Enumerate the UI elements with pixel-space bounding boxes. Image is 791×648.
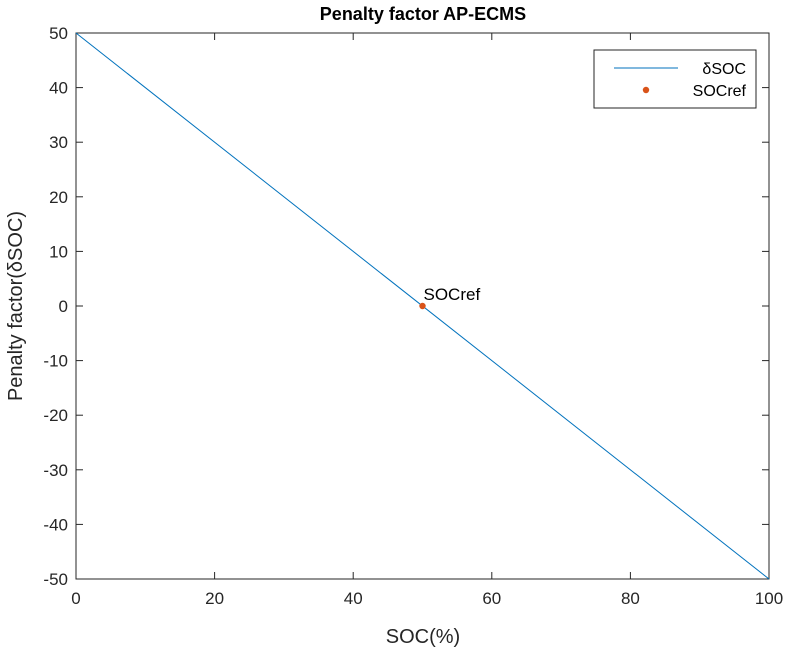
y-tick-label: -30 xyxy=(43,461,68,480)
y-tick-label: 40 xyxy=(49,79,68,98)
legend: δSOC SOCref xyxy=(593,49,757,109)
x-axis-ticks: 0 20 40 60 80 100 xyxy=(71,33,783,608)
y-tick-label: -50 xyxy=(43,570,68,589)
x-tick-label: 100 xyxy=(755,589,783,608)
annotation-layer: SOCref xyxy=(424,285,481,304)
y-tick-label: 20 xyxy=(49,188,68,207)
annotation-socref: SOCref xyxy=(424,285,481,304)
x-axis-label: SOC(%) xyxy=(386,626,460,648)
x-tick-label: 80 xyxy=(621,589,640,608)
legend-box xyxy=(593,49,757,109)
y-axis-label: Penalty factor(δSOC) xyxy=(5,211,27,401)
y-axis-ticks: -50 -40 -30 -20 -10 0 10 20 30 40 50 xyxy=(43,24,769,589)
series-layer xyxy=(75,32,770,580)
y-tick-label: 30 xyxy=(49,133,68,152)
x-tick-label: 20 xyxy=(205,589,224,608)
legend-label: δSOC xyxy=(702,61,746,78)
chart-title: Penalty factor AP-ECMS xyxy=(320,4,526,24)
y-tick-label: 10 xyxy=(49,242,68,261)
x-tick-label: 40 xyxy=(344,589,363,608)
legend-point-marker xyxy=(642,86,650,94)
legend-label: SOCref xyxy=(693,83,747,100)
y-tick-label: 50 xyxy=(49,24,68,43)
data-point-socref xyxy=(419,302,426,310)
y-tick-label: -10 xyxy=(43,352,68,371)
y-tick-label: -40 xyxy=(43,515,68,534)
x-tick-label: 0 xyxy=(71,589,80,608)
y-tick-label: -20 xyxy=(43,406,68,425)
x-tick-label: 60 xyxy=(482,589,501,608)
y-tick-label: 0 xyxy=(59,297,68,316)
